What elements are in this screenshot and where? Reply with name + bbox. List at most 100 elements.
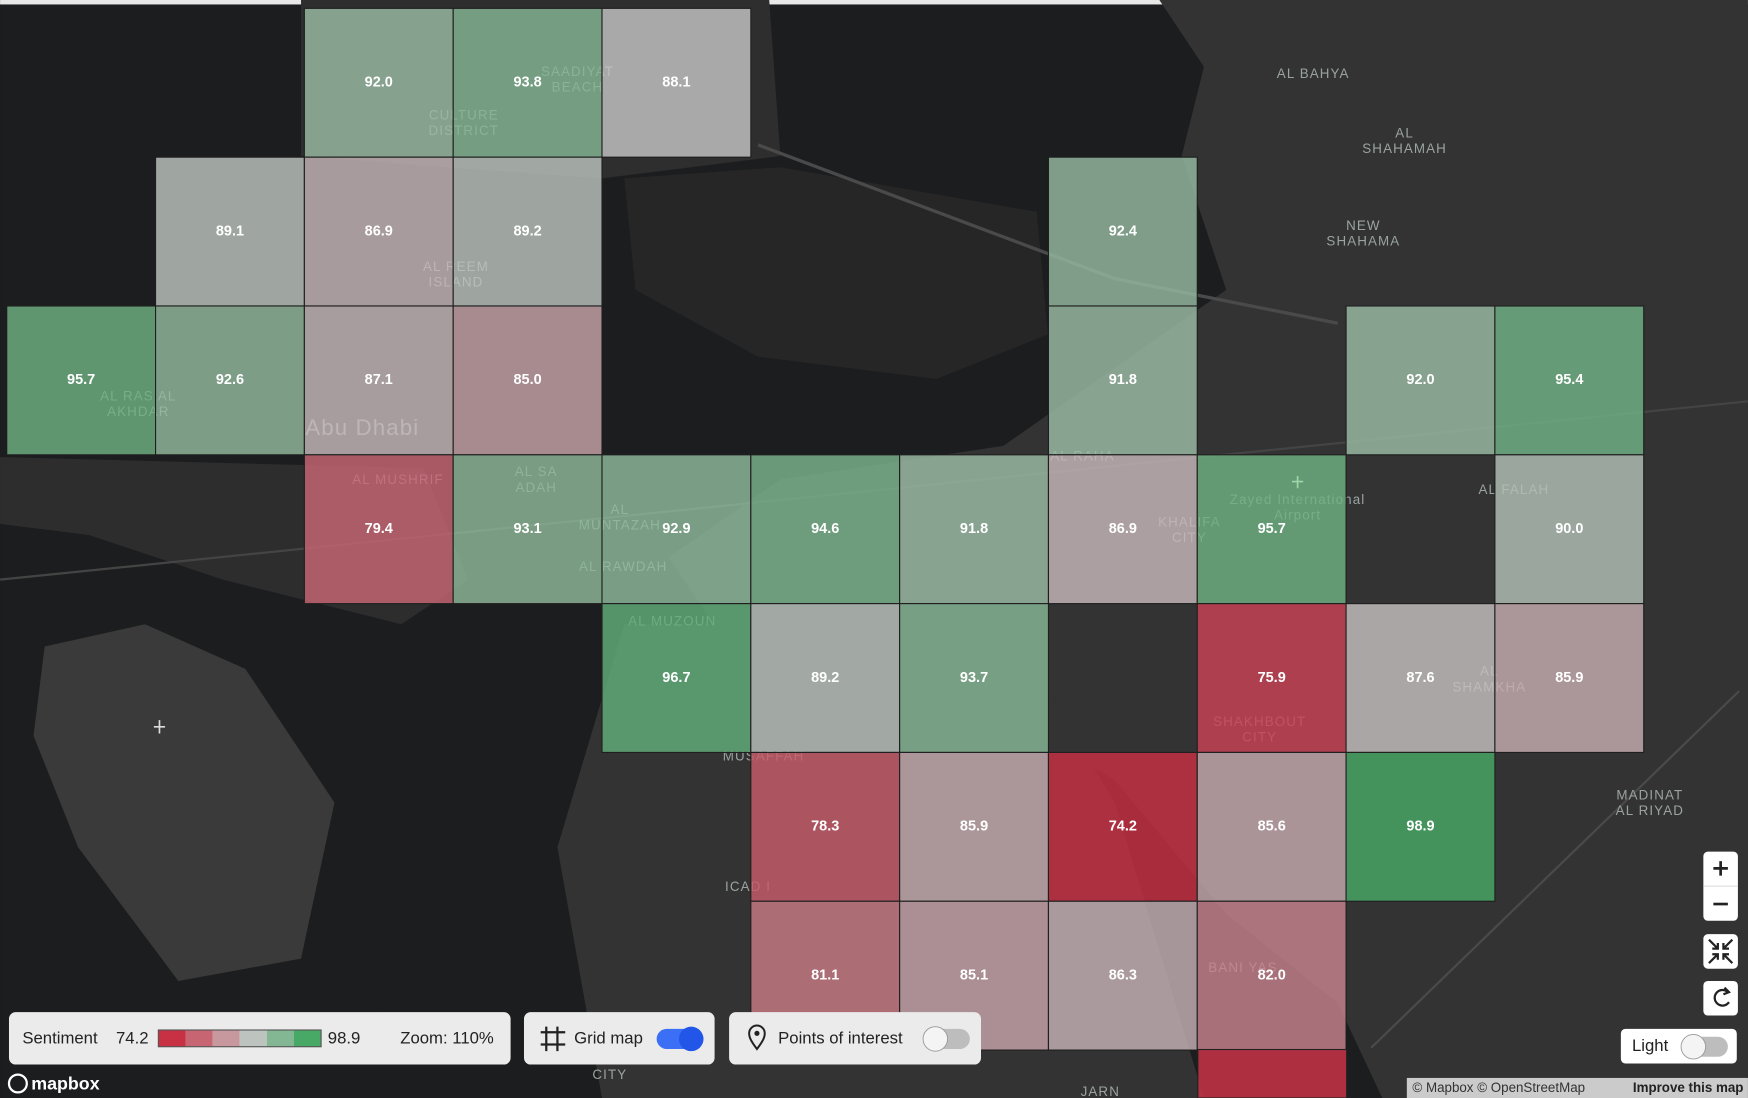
cell-value: 93.7 — [960, 670, 988, 686]
gradient-step — [212, 1030, 240, 1047]
grid-cells — [6, 7, 1645, 1051]
legend-gradient — [157, 1029, 322, 1048]
toggle-knob — [678, 1026, 704, 1052]
map-label: SHAHAMA — [1326, 233, 1400, 248]
map-label: NEW — [1346, 218, 1381, 233]
grid-cell — [6, 305, 157, 456]
grid-cell — [899, 603, 1050, 753]
cell-value: 78.3 — [811, 819, 839, 835]
gradient-step — [293, 1030, 322, 1047]
gradient-border — [157, 1029, 322, 1048]
fullscreen-button[interactable] — [1703, 934, 1738, 969]
cell-value: 85.1 — [960, 967, 988, 983]
poi-toggle[interactable] — [922, 1026, 970, 1052]
grid-cell — [452, 454, 603, 605]
cell-value: 74.2 — [1109, 819, 1137, 835]
grid-cell — [601, 603, 752, 753]
pin-dot — [754, 1030, 760, 1036]
legend-max: 98.9 — [328, 1028, 361, 1047]
gradient-step — [266, 1030, 294, 1047]
cell-value: 86.9 — [365, 223, 393, 239]
grid-cell — [899, 751, 1050, 902]
grid-map-panel[interactable] — [523, 1012, 715, 1065]
legend-title: Sentiment — [22, 1028, 98, 1047]
cell-value: 93.1 — [513, 521, 541, 537]
theme-label: Light — [1632, 1036, 1669, 1055]
airport-icon — [153, 720, 166, 734]
gradient-step — [185, 1030, 213, 1047]
cell-value: 92.4 — [1109, 223, 1137, 239]
toggle-knob — [922, 1026, 949, 1052]
grid-map-label: Grid map — [574, 1028, 643, 1047]
pin-icon — [748, 1024, 766, 1051]
map-label: AL RIYAD — [1616, 803, 1684, 818]
poi-label: Points of interest — [778, 1028, 903, 1047]
cell-value: 85.0 — [513, 372, 541, 388]
cell-value: 86.3 — [1109, 967, 1137, 983]
grid-cell — [303, 305, 454, 456]
grid-cell — [1047, 900, 1198, 1051]
theme-toggle[interactable] — [1680, 1034, 1728, 1060]
poi-panel[interactable] — [729, 1012, 982, 1065]
cell-value: 85.9 — [960, 819, 988, 835]
grid-cell — [1494, 454, 1645, 605]
cell-value: 79.4 — [365, 521, 393, 537]
road — [1370, 690, 1740, 1049]
map-label: AL BAHYA — [1277, 66, 1350, 81]
grid-cell — [452, 305, 603, 456]
gradient-step — [239, 1030, 267, 1047]
grid-cell — [1196, 603, 1347, 753]
grid-cell — [155, 156, 305, 307]
grid-cell — [601, 454, 752, 605]
grid-cell — [1345, 305, 1496, 456]
grid-cell — [1196, 900, 1347, 1051]
cell-value: 89.2 — [513, 223, 541, 239]
airport-icon — [1292, 475, 1304, 489]
cell-value: 92.9 — [662, 521, 690, 537]
map-label: AL — [1395, 125, 1414, 140]
attribution-bg — [1406, 1077, 1748, 1098]
attribution: © Mapbox © OpenStreetMap — [1412, 1080, 1585, 1095]
legend-min: 74.2 — [116, 1028, 149, 1047]
grid-cell — [1047, 156, 1198, 307]
grid-cell — [452, 7, 603, 158]
reset-arrow — [1723, 986, 1731, 996]
gradient-step — [158, 1030, 186, 1047]
cell-value: 94.6 — [811, 521, 839, 537]
grid-cell — [1196, 454, 1347, 605]
cell-value: 90.0 — [1555, 521, 1583, 537]
island-mid — [624, 167, 1048, 380]
cell-value: 96.7 — [662, 670, 690, 686]
grid-map-toggle[interactable] — [656, 1026, 704, 1052]
grid-cell — [303, 454, 454, 605]
reset-icon — [1713, 988, 1730, 1007]
cell-value: 92.0 — [365, 75, 393, 91]
island-south — [33, 624, 335, 981]
zoom-level: Zoom: 110% — [400, 1028, 494, 1047]
cell-value: 86.9 — [1109, 521, 1137, 537]
map-label: SHAHAMAH — [1362, 141, 1447, 156]
cell-value: 91.8 — [1109, 372, 1137, 388]
grid-cell — [1494, 603, 1645, 753]
cell-value: 87.1 — [365, 372, 393, 388]
grid-cell — [1196, 751, 1347, 902]
map-label: JARN — [1081, 1084, 1120, 1098]
top-edge — [0, 0, 1748, 5]
improve-link[interactable]: Improve this map — [1633, 1080, 1744, 1095]
cell-value: 81.1 — [811, 967, 839, 983]
grid-cell — [303, 7, 454, 158]
cell-value: 75.9 — [1258, 670, 1286, 686]
grid-icon — [540, 1026, 566, 1052]
grid-cell — [601, 7, 752, 158]
cell-value: 89.1 — [216, 223, 244, 239]
grid-cell — [750, 603, 901, 753]
cell-value: 82.0 — [1258, 967, 1286, 983]
toggle-knob — [1680, 1034, 1707, 1060]
grid-cell — [1047, 305, 1198, 456]
zoom-in[interactable] — [1713, 861, 1728, 876]
cell-value: 95.7 — [1258, 521, 1286, 537]
grid-cell — [899, 454, 1050, 605]
reset-button[interactable] — [1703, 980, 1738, 1016]
cell-value: 93.8 — [513, 75, 541, 91]
cell-value: 91.8 — [960, 521, 988, 537]
